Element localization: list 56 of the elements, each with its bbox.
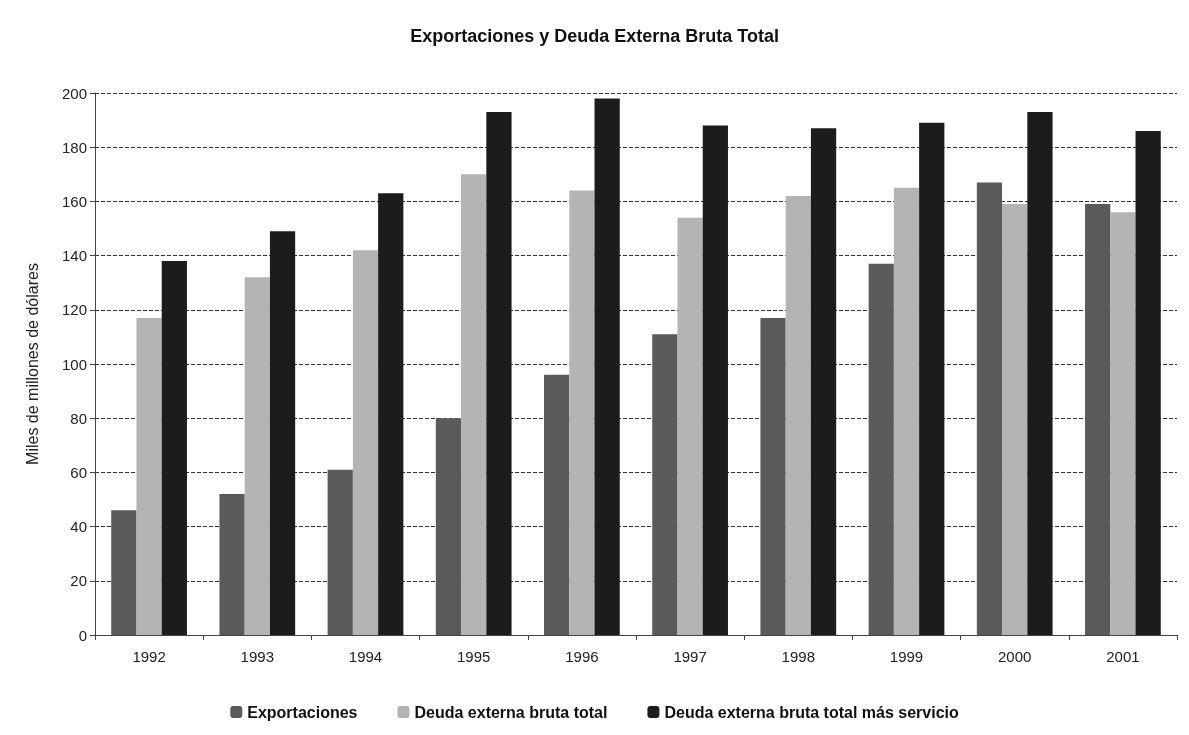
y-tick-label: 120 bbox=[61, 301, 87, 319]
bar bbox=[461, 174, 487, 635]
bar bbox=[702, 125, 728, 635]
y-tick-label: 200 bbox=[61, 84, 87, 102]
x-tick-label: 1999 bbox=[889, 648, 924, 665]
bar bbox=[486, 111, 512, 635]
y-axis-title: Miles de millones de dólares bbox=[23, 263, 41, 465]
y-tick-label: 100 bbox=[61, 355, 87, 373]
bar bbox=[352, 250, 379, 635]
y-tick-label: 180 bbox=[61, 138, 87, 156]
x-tick-label: 1996 bbox=[565, 648, 599, 665]
x-tick-label: 1997 bbox=[673, 648, 707, 665]
bar bbox=[868, 263, 894, 635]
x-tick-label: 2000 bbox=[998, 648, 1032, 665]
bar bbox=[327, 469, 353, 635]
bar bbox=[244, 277, 270, 635]
bar bbox=[976, 182, 1003, 635]
bar bbox=[677, 217, 703, 635]
bar bbox=[760, 317, 786, 635]
x-tick-label: 2001 bbox=[1106, 648, 1140, 665]
y-tick-label: 160 bbox=[61, 192, 87, 210]
bar bbox=[269, 231, 296, 635]
bar bbox=[435, 418, 462, 635]
x-tick-label: 1992 bbox=[132, 648, 166, 665]
y-tick-label: 60 bbox=[70, 463, 87, 481]
bar bbox=[810, 128, 837, 635]
x-tick-label: 1993 bbox=[240, 648, 274, 665]
bar bbox=[111, 510, 137, 635]
bar bbox=[893, 187, 920, 635]
y-tick-label: 20 bbox=[70, 572, 87, 590]
bar bbox=[1085, 204, 1111, 635]
bar bbox=[1002, 204, 1028, 635]
bar bbox=[652, 334, 678, 635]
bar bbox=[544, 374, 570, 635]
bar bbox=[378, 193, 404, 635]
bar bbox=[1110, 212, 1136, 635]
x-tick-label: 1998 bbox=[781, 648, 815, 665]
chart-title: Exportaciones y Deuda Externa Bruta Total bbox=[410, 26, 779, 46]
x-tick-label: 1994 bbox=[348, 648, 383, 665]
bar bbox=[919, 122, 945, 635]
y-tick-label: 40 bbox=[70, 518, 87, 536]
bar bbox=[1135, 130, 1161, 635]
legend-label: Deuda externa bruta total más servicio bbox=[664, 703, 959, 721]
y-tick-label: 0 bbox=[78, 626, 87, 644]
bar bbox=[136, 317, 162, 635]
y-tick-label: 140 bbox=[61, 247, 87, 265]
legend-label: Exportaciones bbox=[247, 703, 358, 721]
bar bbox=[219, 494, 245, 635]
bar bbox=[785, 195, 811, 635]
bar bbox=[1027, 111, 1053, 635]
legend-label: Deuda externa bruta total bbox=[414, 703, 608, 721]
bar bbox=[161, 261, 187, 635]
bar bbox=[594, 98, 620, 635]
y-tick-label: 80 bbox=[70, 409, 87, 427]
x-tick-label: 1995 bbox=[457, 648, 491, 665]
bar bbox=[569, 190, 595, 635]
